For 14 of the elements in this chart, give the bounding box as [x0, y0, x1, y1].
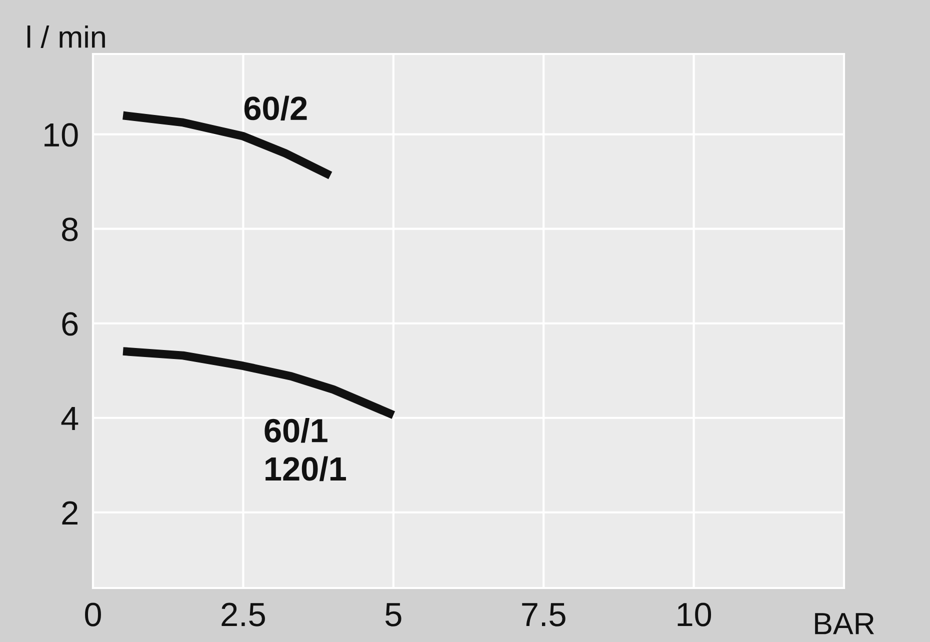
y-tick-label: 8 — [62, 218, 78, 242]
y-tick-label: 4 — [61, 407, 78, 430]
series-label: 60/2 — [244, 96, 307, 121]
y-tick-label: 2 — [62, 501, 78, 524]
x-tick-label: 0 — [85, 602, 101, 626]
x-tick-label: 2.5 — [222, 602, 265, 626]
y-axis-title: l / min — [27, 26, 105, 48]
y-tick-label: 6 — [62, 312, 78, 336]
series-label: 60/1 120/1 — [264, 418, 346, 482]
x-tick-label: 10 — [678, 602, 712, 626]
y-tick-label: 10 — [44, 123, 78, 147]
x-tick-label: 5 — [385, 603, 402, 626]
x-axis-title: BAR — [815, 613, 874, 634]
x-tick-label: 7.5 — [522, 603, 566, 626]
